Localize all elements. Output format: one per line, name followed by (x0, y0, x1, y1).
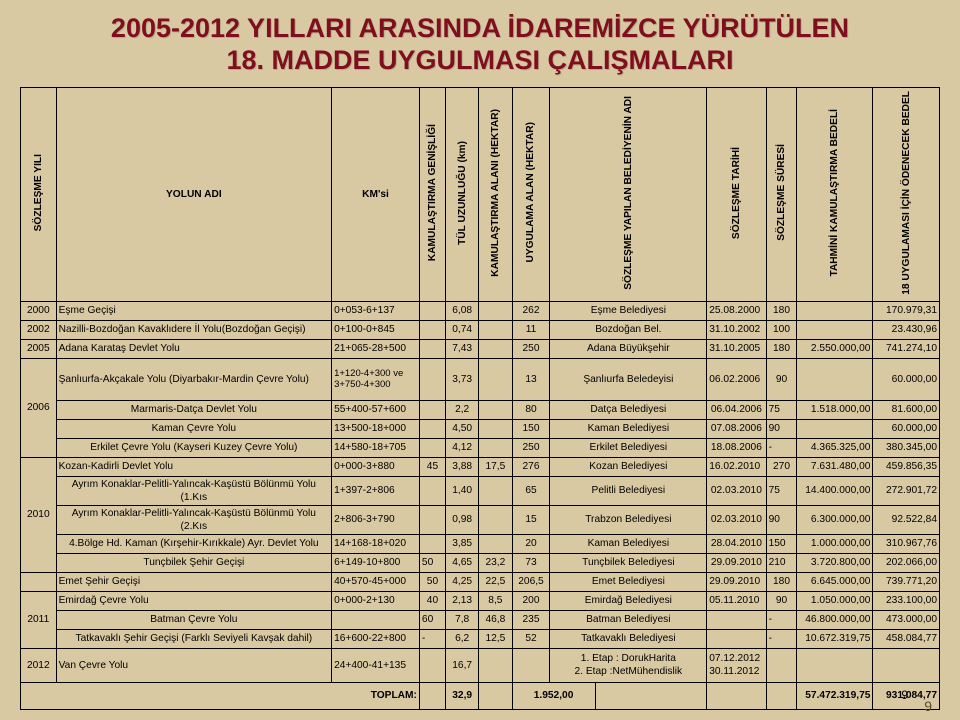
table-row: Kaman Çevre Yolu13+500-18+0004,50150Kama… (21, 419, 940, 438)
table-row: 4.Bölge Hd. Kaman (Kırşehir-Kırıkkale) A… (21, 534, 940, 553)
th-muni: SÖZLEŞME YAPILAN BELEDİYENİN ADI (623, 94, 634, 292)
table-row: 2005Adana Karataş Devlet Yolu21+065-28+5… (21, 339, 940, 358)
table-row: Emet Şehir Geçişi40+570-45+000504,2522,5… (21, 572, 940, 591)
table-row: Tunçbilek Şehir Geçişi6+149-10+800504,65… (21, 553, 940, 572)
table-row: Ayrım Konaklar-Pelitli-Yalıncak-Kaşüstü … (21, 476, 940, 505)
slide-number-outer: 9 (924, 698, 932, 714)
footer-tkb: 57.472.319,75 (797, 682, 873, 709)
footer-ual: 1.952,00 (512, 682, 595, 709)
table-row: 2006Şanlıurfa-Akçakale Yolu (Diyarbakır-… (21, 358, 940, 400)
table-row: Tatkavaklı Şehir Geçişi (Farklı Seviyeli… (21, 629, 940, 648)
th-paycost: 18 UYGULAMASI İÇİN ÖDENECEK BEDEL (901, 89, 912, 297)
th-apparea: UYGULAMA ALAN (HEKTAR) (525, 120, 536, 265)
table-row: Ayrım Konaklar-Pelitli-Yalıncak-Kaşüstü … (21, 505, 940, 534)
table-row: Batman Çevre Yolu607,846,8235Batman Bele… (21, 610, 940, 629)
main-table: SÖZLEŞME YILI YOLUN ADI KM'si KAMULAŞTIR… (20, 87, 940, 710)
th-year: SÖZLEŞME YILI (33, 152, 44, 233)
slide-number-inner: 9 (901, 688, 908, 702)
table-row: Marmaris-Datça Devlet Yolu55+400-57+6002… (21, 400, 940, 419)
footer-tul: 32,9 (446, 682, 479, 709)
table-row: 2012Van Çevre Yolu24+400-41+13516,71. Et… (21, 648, 940, 682)
table-row: 2002Nazilli-Bozdoğan Kavaklıdere İl Yolu… (21, 320, 940, 339)
table-row: 2011Emirdağ Çevre Yolu0+000-2+130402,138… (21, 591, 940, 610)
footer-label: TOPLAM: (21, 682, 420, 709)
th-road: YOLUN ADI (56, 87, 331, 301)
th-date: SÖZLEŞME TARİHİ (731, 145, 742, 241)
th-estcost: TAHMİNİ KAMULAŞTIRMA BEDELİ (829, 107, 840, 279)
th-km: KM'si (332, 87, 420, 301)
title-line-1: 2005-2012 YILLARI ARASINDA İDAREMİZCE YÜ… (111, 13, 849, 43)
th-exparea: KAMULAŞTIRMA ALANI (HEKTAR) (490, 107, 501, 279)
table-row: Erkilet Çevre Yolu (Kayseri Kuzey Çevre … (21, 438, 940, 457)
title-line-2: 18. MADDE UYGULMASI ÇALIŞMALARI (226, 45, 733, 75)
table-row: 2010Kozan-Kadirli Devlet Yolu0+000-3+880… (21, 457, 940, 476)
table-row: 2000Eşme Geçişi0+053-6+1376,08262Eşme Be… (21, 301, 940, 320)
th-dur: SÖZLEŞME SÜRESİ (776, 142, 787, 243)
th-width: KAMULAŞTIRMA GENİŞLİĞİ (427, 122, 438, 263)
th-length: TÜL UZUNLUĞU (km) (457, 139, 468, 247)
table-body: 2000Eşme Geçişi0+053-6+1376,08262Eşme Be… (21, 301, 940, 682)
page-title: 2005-2012 YILLARI ARASINDA İDAREMİZCE YÜ… (20, 12, 940, 77)
